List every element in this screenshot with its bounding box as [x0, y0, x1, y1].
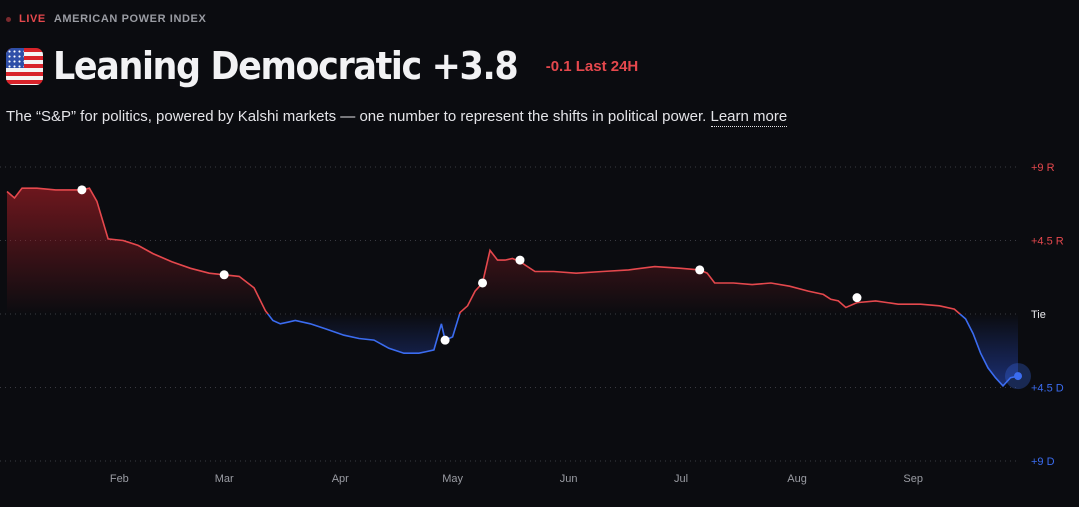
learn-more-link[interactable]: Learn more: [710, 108, 788, 127]
event-markers: [77, 185, 1031, 390]
live-dot-icon: [6, 16, 11, 22]
x-tick-label: Apr: [332, 473, 349, 485]
change-badge: -0.1 Last 24H: [545, 57, 639, 75]
us-flag-icon: [6, 47, 43, 85]
event-marker: [219, 270, 229, 280]
y-tick-label: +4.5 R: [1031, 236, 1064, 248]
power-index-chart[interactable]: +9 R +4.5 R Tie +4.5 D +9 D Feb Mar Apr May Jun J…: [0, 150, 1079, 507]
live-label: LIVE: [19, 13, 46, 25]
live-indicator: LIVE AMERICAN POWER INDEX: [6, 13, 206, 25]
tagline-text: The “S&P” for politics, powered by Kalsh…: [6, 108, 707, 125]
x-tick-label: Aug: [787, 473, 807, 485]
event-marker: [515, 255, 525, 265]
area-fill: [7, 188, 1018, 386]
x-tick-label: Mar: [215, 473, 234, 485]
event-marker: [478, 278, 488, 288]
event-marker: [852, 293, 862, 303]
y-tick-label: +4.5 D: [1031, 383, 1064, 395]
y-tick-label: +9 D: [1031, 456, 1055, 468]
event-marker: [77, 185, 87, 195]
headline-row: Leaning Democratic +3.8 -0.1 Last 24H: [6, 44, 638, 88]
x-tick-label: Jun: [560, 473, 578, 485]
republican-line: [6, 187, 962, 314]
x-tick-label: Jul: [674, 473, 688, 485]
y-tick-label: +9 R: [1031, 162, 1055, 174]
event-marker: [440, 335, 450, 345]
current-value-dot: [1014, 372, 1022, 381]
tagline: The “S&P” for politics, powered by Kalsh…: [6, 108, 788, 127]
y-tick-label: Tie: [1031, 309, 1046, 321]
x-tick-label: May: [442, 473, 463, 485]
y-axis-labels: +9 R +4.5 R Tie +4.5 D +9 D: [1031, 162, 1064, 468]
x-tick-label: Feb: [110, 473, 129, 485]
republican-area: [7, 188, 1018, 314]
x-tick-label: Sep: [903, 473, 923, 485]
index-line: [6, 187, 1019, 388]
index-name: AMERICAN POWER INDEX: [53, 13, 207, 25]
page-title: Leaning Democratic +3.8: [53, 44, 519, 88]
event-marker: [695, 265, 705, 275]
x-axis-labels: Feb Mar Apr May Jun Jul Aug Sep: [110, 473, 923, 485]
